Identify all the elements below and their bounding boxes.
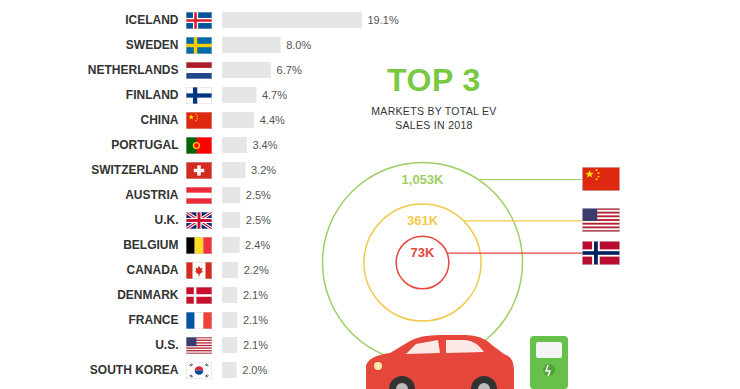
svg-text:AUSTRIA: AUSTRIA bbox=[125, 188, 179, 202]
svg-text:SOUTH KOREA: SOUTH KOREA bbox=[90, 363, 179, 377]
svg-text:PORTUGAL: PORTUGAL bbox=[111, 138, 178, 152]
svg-text:2.0%: 2.0% bbox=[242, 364, 267, 376]
svg-text:2.5%: 2.5% bbox=[246, 214, 271, 226]
svg-text:361K: 361K bbox=[407, 213, 439, 228]
svg-text:SWEDEN: SWEDEN bbox=[126, 38, 179, 52]
svg-text:2.4%: 2.4% bbox=[245, 239, 270, 251]
svg-text:73K: 73K bbox=[411, 245, 435, 260]
svg-text:BELGIUM: BELGIUM bbox=[123, 238, 178, 252]
svg-text:ICELAND: ICELAND bbox=[125, 13, 179, 27]
svg-text:CANADA: CANADA bbox=[127, 263, 179, 277]
svg-text:FINLAND: FINLAND bbox=[126, 88, 179, 102]
svg-text:2.2%: 2.2% bbox=[244, 264, 269, 276]
svg-text:3.2%: 3.2% bbox=[251, 164, 276, 176]
svg-text:U.S.: U.S. bbox=[155, 338, 178, 352]
svg-text:2.1%: 2.1% bbox=[243, 289, 268, 301]
html-text:TOP 3: TOP 3 bbox=[387, 62, 481, 98]
svg-text:4.4%: 4.4% bbox=[260, 114, 285, 126]
svg-text:1,053K: 1,053K bbox=[402, 172, 445, 187]
svg-text:4.7%: 4.7% bbox=[262, 89, 287, 101]
svg-text:SWITZERLAND: SWITZERLAND bbox=[91, 163, 179, 177]
svg-text:DENMARK: DENMARK bbox=[117, 288, 179, 302]
svg-text:U.K.: U.K. bbox=[155, 213, 179, 227]
svg-text:CHINA: CHINA bbox=[141, 113, 179, 127]
svg-text:6.7%: 6.7% bbox=[277, 64, 302, 76]
svg-text:2.1%: 2.1% bbox=[243, 339, 268, 351]
svg-text:2.1%: 2.1% bbox=[243, 314, 268, 326]
svg-text:FRANCE: FRANCE bbox=[129, 313, 179, 327]
svg-text:8.0%: 8.0% bbox=[286, 39, 311, 51]
svg-text:NETHERLANDS: NETHERLANDS bbox=[88, 63, 179, 77]
svg-text:3.4%: 3.4% bbox=[252, 139, 277, 151]
svg-text:19.1%: 19.1% bbox=[368, 14, 399, 26]
svg-text:2.5%: 2.5% bbox=[246, 189, 271, 201]
html-text:MARKETS BY TOTAL EV SALES IN 2: MARKETS BY TOTAL EV SALES IN 2018 bbox=[371, 105, 497, 131]
